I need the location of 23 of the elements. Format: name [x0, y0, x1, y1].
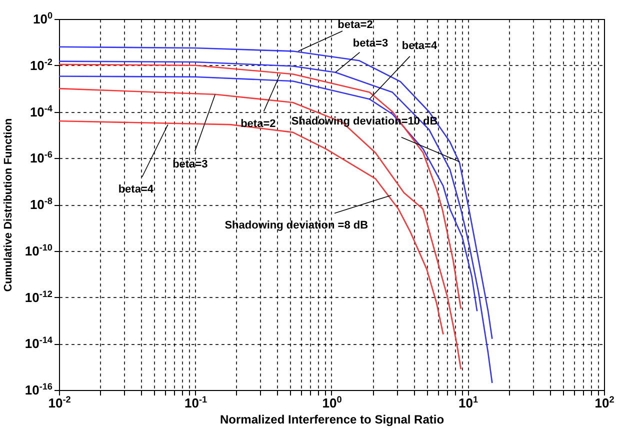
- y-tick-label: 10$^{0}$: [32, 10, 52, 26]
- y-tick-label: 10$^{-8}$: [30, 196, 52, 212]
- y-tick-label: 10$^{-16}$: [24, 382, 52, 398]
- x-tick-label: 10$^{-1}$: [184, 394, 208, 410]
- y-tick-label: 10$^{-14}$: [24, 335, 54, 352]
- annotation: beta=2: [338, 19, 373, 32]
- y-tick-label: 10$^{-10}$: [24, 242, 52, 258]
- x-tick-label: 10$^{0}$: [322, 394, 342, 410]
- y-tick-label: 10$^{-4}$: [30, 103, 54, 120]
- annotation: beta=4: [402, 40, 438, 52]
- x-tick-label: 10$^{1}$: [458, 394, 478, 410]
- annotation: beta=3: [172, 158, 208, 170]
- y-tick-label: 10$^{-6}$: [30, 150, 52, 166]
- annotation: Shadowing deviation =8 dB: [224, 219, 368, 232]
- y-tick-label: 10$^{-2}$: [30, 56, 52, 73]
- annotation: beta=2: [240, 118, 276, 130]
- annotation: beta=3: [352, 37, 388, 50]
- x-tick-label: 10$^{2}$: [594, 394, 614, 410]
- annotation: beta=4: [118, 184, 154, 196]
- x-axis-title: Normalized Interference to Signal Ratio: [220, 412, 444, 426]
- x-tick-label: 10$^{-2}$: [48, 394, 71, 410]
- y-tick-label: 10$^{-12}$: [24, 288, 52, 305]
- y-axis-title: Cumulative Distribution Function: [2, 118, 14, 292]
